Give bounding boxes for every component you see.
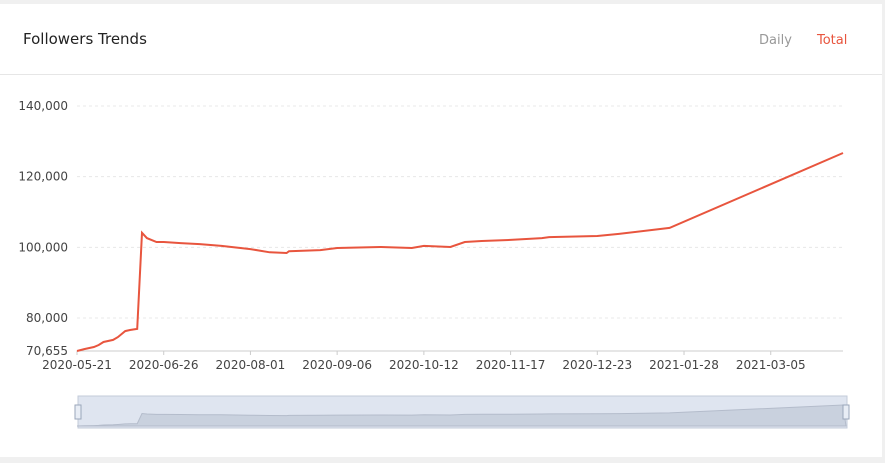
- x-tick-label: 2020-11-17: [476, 358, 546, 372]
- slider-handle: [842, 404, 850, 420]
- y-tick-label: 80,000: [26, 311, 68, 325]
- y-tick-label: 140,000: [18, 99, 68, 113]
- x-tick-label: 2020-09-06: [302, 358, 372, 372]
- y-tick-label: 100,000: [18, 240, 68, 254]
- slider-handle: [74, 404, 82, 420]
- chart: 70,655 80,000 100,000 120,000 140,000 2020-05…: [18, 99, 850, 429]
- x-tick-label: 2021-03-05: [736, 358, 806, 372]
- y-tick-label: 70,655: [26, 344, 68, 358]
- y-tick-label: 120,000: [18, 170, 68, 184]
- x-tick-label: 2020-12-23: [562, 358, 632, 372]
- tab[interactable]: Total: [817, 33, 848, 48]
- x-tick-label: 2020-08-01: [216, 358, 286, 372]
- x-tick-label: 2020-06-26: [129, 358, 199, 372]
- tab[interactable]: Daily: [759, 33, 792, 48]
- slider-area: [76, 404, 847, 427]
- card: 70,655 80,000 100,000 120,000 140,000 2020-05…: [0, 4, 882, 457]
- x-tick-label: 2020-10-12: [389, 358, 459, 372]
- header: Followers Trends Daily Total: [0, 4, 882, 75]
- x-tick-label: 2020-05-21: [42, 358, 112, 372]
- x-tick-label: 2021-01-28: [649, 358, 719, 372]
- line: [76, 152, 844, 352]
- title: Followers Trends: [23, 30, 147, 48]
